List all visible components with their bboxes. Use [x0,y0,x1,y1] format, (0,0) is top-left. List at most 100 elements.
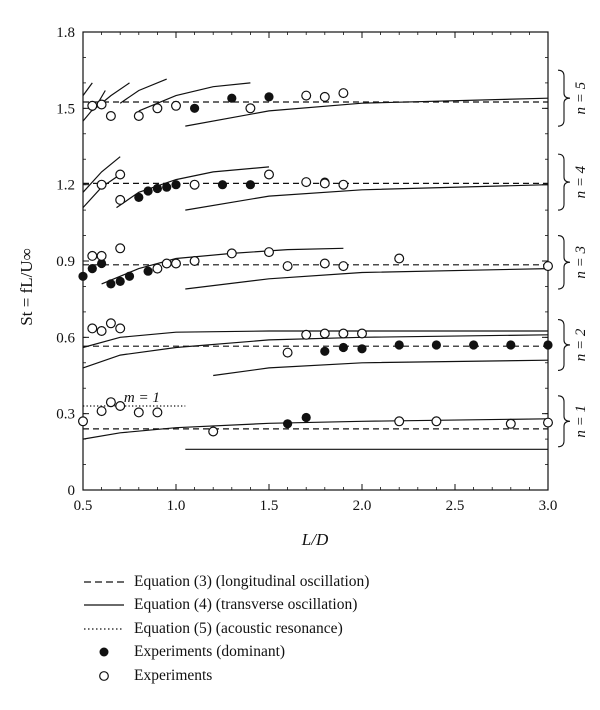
x-axis-title: L/D [301,530,329,549]
mode-label-n-4: n = 4 [573,165,589,198]
plot-frame [82,31,549,491]
legend-item-experiments-dominant: Experiments (dominant) [82,641,502,665]
experiment-point [133,407,144,418]
legend-item-equation-4: Equation (4) (transverse oscillation) [82,594,502,618]
y-tick-label: 0.9 [56,254,75,270]
legend-item-equation-3: Equation (3) (longitudinal oscillation) [82,570,502,594]
experiment-point [115,194,126,205]
y-tick-label: 0.6 [56,330,75,346]
x-tick-label: 3.0 [539,498,558,514]
experiment-point [357,328,368,339]
experiment-point [96,99,107,110]
experiment-point [115,401,126,412]
experiment-point [87,250,98,261]
legend-label-experiments: Experiments [134,666,213,684]
equation-4-transverse-oscillation-curve [138,82,251,112]
dominant-experiment-point [357,344,367,354]
experiment-point [505,418,516,429]
y-tick-label: 1.5 [56,101,75,117]
experiment-point [301,329,312,340]
dominant-experiment-point [283,419,293,429]
dominant-experiment-point [134,192,144,202]
open-circle-icon [82,669,126,683]
dominant-experiment-point [143,186,153,196]
solid-line-icon [82,598,126,612]
experiment-point [301,177,312,188]
x-tick-label: 1.5 [260,498,279,514]
mode-brace [557,69,571,127]
y-tick-label: 1.2 [56,178,75,194]
dashed-line-icon [82,575,126,589]
experiment-point [152,263,163,274]
experiment-point [282,347,293,358]
dominant-experiment-point [171,180,181,190]
experiment-point [542,261,553,272]
experiment-point [338,328,349,339]
equation-4-transverse-oscillation-curve [116,166,270,209]
mode-brace [557,395,571,448]
dominant-experiment-point [320,346,330,356]
dominant-experiment-point [152,183,162,194]
experiment-point [208,426,219,437]
legend-item-experiments: Experiments [82,664,502,688]
x-tick-label: 2.0 [353,498,372,514]
experiment-point [115,243,126,254]
equation-4-transverse-oscillation-curve [101,247,344,285]
strouhal-chart: 0.5 1.0 1.5 2.0 2.5 3.0 0 0.3 0.6 0.9 1.2 1.5 1.8 m =… [17,25,589,549]
experiment-point [105,318,116,329]
dominant-experiment-point [143,266,153,276]
experiment-point [87,323,98,334]
experiment-point [394,253,405,264]
x-tick-label: 2.5 [446,498,465,514]
experiment-point [301,90,312,101]
experiment-point [96,326,107,337]
mode-label-n-5: n = 5 [573,81,589,114]
experiment-point [338,88,349,99]
mode-brace [557,153,571,211]
experiment-point [189,179,200,190]
experiment-point [338,261,349,272]
dominant-experiment-point [506,340,516,350]
dominant-experiment-point [543,340,553,350]
legend-label-equation-5: Equation (5) (acoustic resonance) [134,619,343,637]
dominant-experiment-point [162,182,172,192]
x-tick-label: 1.0 [167,498,186,514]
legend-label-experiments-dominant: Experiments (dominant) [134,643,286,661]
experiment-point [245,103,256,114]
mode-label-n-2: n = 2 [573,328,589,361]
equation-4-transverse-oscillation-curve [82,82,93,96]
equation-4-transverse-oscillation-curve [82,334,549,369]
equation-4-transverse-oscillation-curve [213,359,549,377]
experiment-point [105,397,116,408]
experiment-point [161,258,172,269]
equation-4-transverse-oscillation-curve [82,330,548,349]
x-tick-label: 0.5 [74,498,93,514]
dominant-experiment-point [431,340,441,350]
dominant-experiment-point [301,412,311,423]
dominant-experiment-point [124,271,135,281]
equation-4-transverse-oscillation-curve [82,156,121,193]
dominant-experiment-point [264,92,274,102]
experiment-point [319,328,330,339]
experiment-point [319,258,330,269]
experiment-point [77,416,88,427]
experiment-point [87,100,98,111]
y-tick-label: 0.3 [56,407,75,423]
experiment-point [319,91,330,102]
dominant-experiment-point [97,258,107,269]
plot-area: 0.5 1.0 1.5 2.0 2.5 3.0 0 0.3 0.6 0.9 1.2 1.5 1.8 m =… [56,25,589,514]
experiment-point [282,261,293,272]
mode-brace [557,235,571,290]
equation-4-transverse-oscillation-curve [82,418,549,440]
experiment-point [226,248,237,259]
experiment-point [542,417,553,428]
experiment-point [105,110,116,121]
experiment-point [96,179,107,190]
filled-circle-icon [82,645,126,659]
legend-item-equation-5: Equation (5) (acoustic resonance) [82,617,502,641]
y-tick-label: 0 [68,483,76,499]
experiment-point [171,100,182,111]
equation-4-transverse-oscillation-curve [185,268,549,290]
experiment-point [189,256,200,267]
dominant-experiment-point [217,180,228,190]
